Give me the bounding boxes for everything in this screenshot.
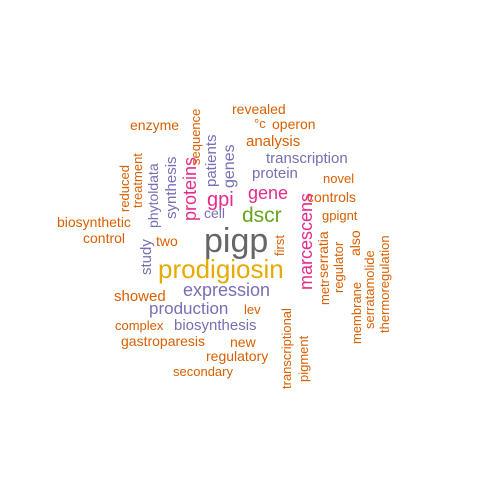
word-enzyme: enzyme <box>130 117 180 133</box>
word-also: also <box>347 230 363 256</box>
word-serratamolide: serratamolide <box>362 250 377 329</box>
word-new: new <box>230 334 256 350</box>
word-gene: gene <box>248 183 289 203</box>
word-secondary: secondary <box>173 364 233 379</box>
word-regulatory: regulatory <box>206 348 269 364</box>
word-regulator: regulator <box>331 241 346 293</box>
word-pigp: pigp <box>204 222 269 260</box>
word-study: study <box>138 239 155 275</box>
word-treatment: treatment <box>130 153 145 208</box>
word-revealed: revealed <box>232 101 286 117</box>
word-novel: novel <box>323 171 355 186</box>
word-serratia: serratia <box>315 231 331 278</box>
word-gpi: gpi <box>207 189 234 211</box>
word-gastroparesis: gastroparesis <box>121 333 206 349</box>
word-biosynthesis: biosynthesis <box>174 317 257 334</box>
word-expression: expression <box>183 280 271 300</box>
word-pigment: pigment <box>296 335 311 382</box>
word-proteins: proteins <box>180 156 200 221</box>
word-biosynthetic: biosynthetic <box>57 214 131 230</box>
word-control: control <box>83 230 126 246</box>
word-complex: complex <box>115 318 164 333</box>
word-sequence: sequence <box>188 108 203 165</box>
word-transcription: transcription <box>266 150 348 167</box>
word-metr: metr <box>317 279 332 305</box>
word-cell: cell <box>204 205 226 221</box>
word-controls: controls <box>307 189 357 205</box>
word-marcescens: marcescens <box>296 192 316 290</box>
word-two: two <box>156 233 178 249</box>
word-gpignt: gpignt <box>322 208 358 223</box>
word-analysis: analysis <box>246 133 301 150</box>
word-prodigiosin: prodigiosin <box>158 254 284 284</box>
word-transcriptional: transcriptional <box>279 308 294 389</box>
word-degree-c: °c <box>254 116 266 131</box>
word-lev: lev <box>244 302 261 317</box>
word-phytoldata: phytoldata <box>145 163 161 228</box>
word-dscr: dscr <box>242 204 282 227</box>
word-synthesis: synthesis <box>163 156 180 219</box>
word-showed: showed <box>114 288 166 305</box>
word-first: first <box>272 235 287 256</box>
word-thermoregulation: thermoregulation <box>377 235 392 333</box>
word-patients: patients <box>203 134 220 187</box>
word-protein: protein <box>252 165 298 182</box>
word-genes: genes <box>221 144 238 188</box>
word-operon: operon <box>272 116 316 132</box>
word-reduced: reduced <box>117 165 132 212</box>
word-production: production <box>149 299 229 318</box>
